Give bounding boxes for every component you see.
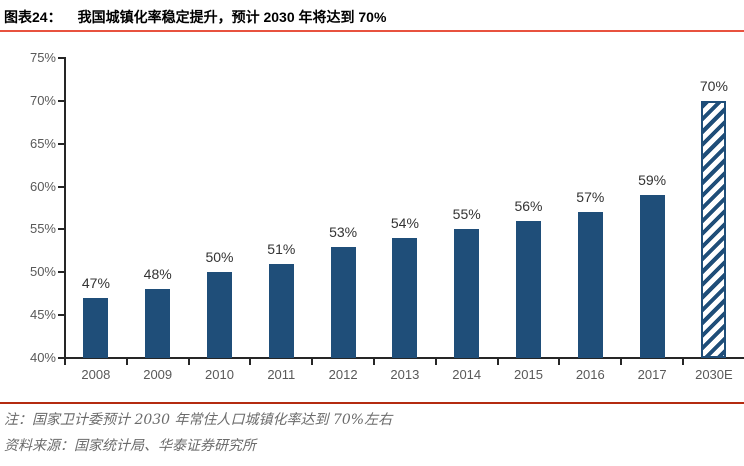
footer-divider-line (0, 402, 744, 404)
x-axis-tick (187, 359, 190, 365)
bar (516, 220, 541, 358)
x-axis-tick (249, 359, 252, 365)
x-axis-tick (496, 359, 499, 365)
y-axis-tick (58, 271, 64, 274)
x-axis-label: 2013 (390, 367, 420, 382)
bar (454, 229, 480, 358)
y-axis-label: 55% (29, 221, 56, 237)
bar (268, 263, 294, 358)
x-axis-tick (125, 359, 128, 365)
footnote-source: 资料来源：国家统计局、华泰证券研究所 (4, 438, 256, 454)
y-axis-line (64, 57, 66, 359)
x-axis-tick (373, 359, 375, 365)
bar-value-label: 53% (329, 223, 358, 240)
x-axis-label: 2030E (695, 367, 733, 382)
x-axis-tick (64, 359, 66, 365)
bar (145, 289, 171, 358)
x-axis-label: 2017 (637, 367, 667, 382)
x-axis-label: 2016 (575, 367, 605, 382)
bar-value-label: 70% (699, 77, 728, 94)
forecast-bar (701, 100, 727, 358)
x-axis-tick (434, 359, 437, 365)
x-axis-tick (620, 359, 623, 365)
x-axis-label: 2009 (143, 367, 173, 382)
bar-value-label: 47% (81, 275, 110, 291)
bar-value-label: 50% (205, 249, 234, 266)
y-axis-label: 45% (29, 307, 56, 323)
y-axis-tick (58, 99, 64, 102)
chart-title: 图表24： 我国城镇化率稳定提升，预计 2030 年将达到 70% (4, 7, 386, 27)
chart-number-label: 图表24： (4, 9, 62, 25)
bar-value-label: 56% (514, 197, 543, 214)
x-axis-tick (682, 359, 684, 365)
bar (207, 272, 232, 358)
x-axis-label: 2015 (514, 367, 543, 382)
x-axis-tick (311, 359, 314, 365)
y-axis-tick (58, 185, 64, 188)
y-axis-label: 75% (29, 50, 56, 65)
title-divider-line (0, 30, 744, 32)
bar-value-label: 48% (143, 266, 172, 283)
y-axis-label: 65% (29, 135, 56, 151)
x-axis-label: 2012 (328, 367, 358, 382)
y-axis-label: 40% (29, 350, 56, 365)
y-axis-tick (58, 142, 64, 145)
bar-value-label: 55% (452, 206, 481, 223)
bar (577, 212, 603, 358)
bar (83, 298, 109, 358)
x-axis-label: 2008 (81, 367, 111, 382)
bar (392, 238, 418, 358)
y-axis-label: 60% (29, 178, 56, 194)
x-axis-label: 2014 (452, 367, 482, 382)
x-axis-label: 2011 (267, 367, 296, 382)
urbanization-bar-chart: 40% 45% 50% 55% 60% 65% 70% 75% 47% 2008 48% 2009 50… (29, 50, 744, 382)
x-axis-tick (558, 359, 561, 365)
bar-value-label: 57% (576, 189, 605, 206)
y-axis-label: 70% (29, 92, 56, 108)
y-axis-tick (58, 228, 64, 231)
bar (639, 195, 665, 358)
chart-title-text: 我国城镇化率稳定提升，预计 2030 年将达到 70% (77, 9, 387, 25)
footnote-note: 注：国家卫计委预计 2030 年常住人口城镇化率达到 70%左右 (4, 412, 393, 428)
x-axis-label: 2010 (205, 367, 234, 382)
x-axis-line (64, 357, 744, 359)
bar-value-label: 59% (638, 172, 667, 189)
bar-value-label: 54% (390, 215, 419, 231)
bar (330, 246, 356, 358)
y-axis-tick (58, 357, 64, 359)
y-axis-tick (58, 314, 64, 317)
y-axis-label: 50% (29, 264, 56, 280)
y-axis-tick (58, 57, 64, 59)
bar-value-label: 51% (267, 240, 296, 257)
